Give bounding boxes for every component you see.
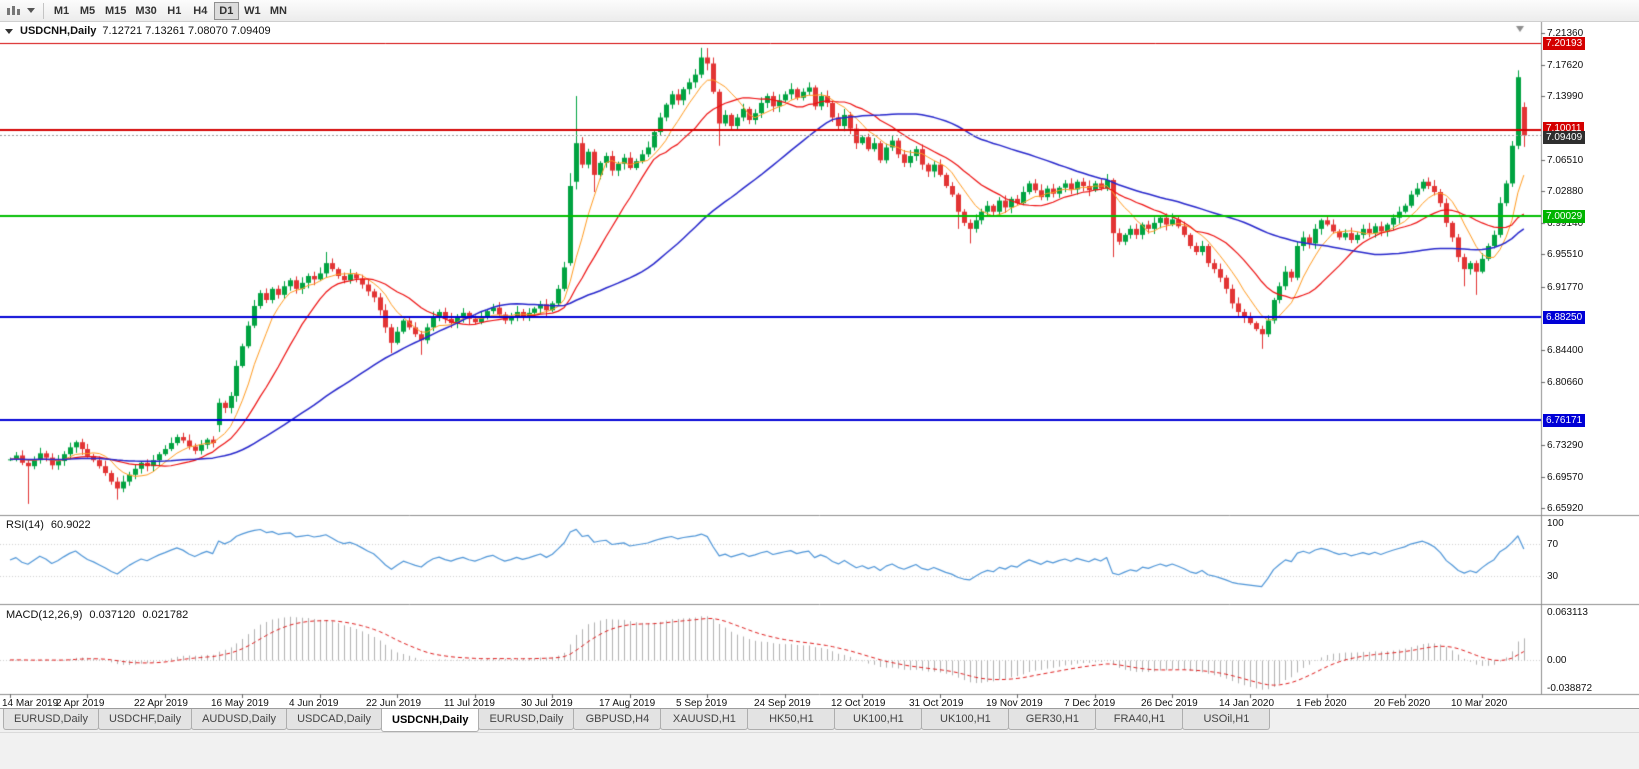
time-axis-label: 22 Apr 2019	[134, 698, 188, 709]
macd-main-value: 0.037120	[89, 609, 136, 621]
chart-region: USDCNH,Daily 7.12721 7.13261 7.08070 7.0…	[0, 22, 1639, 709]
time-axis-label: 4 Jun 2019	[289, 698, 339, 709]
rsi-axis-label: 100	[1547, 518, 1564, 529]
timeframe-button-group: M1 M5 M15 M30 H1 H4 D1 W1 MN	[49, 1, 291, 20]
chart-tab-usdchf-daily[interactable]: USDCHF,Daily	[97, 709, 193, 730]
chart-tab-hk50-h1[interactable]: HK50,H1	[747, 709, 836, 730]
chart-tab-eurusd-daily[interactable]: EURUSD,Daily	[3, 709, 99, 730]
time-axis-label: 24 Sep 2019	[754, 698, 811, 709]
time-axis-label: 12 Oct 2019	[831, 698, 886, 709]
time-axis-label: 7 Dec 2019	[1064, 698, 1116, 709]
rsi-current-value: 60.9022	[50, 519, 91, 531]
time-axis-label: 17 Aug 2019	[599, 698, 656, 709]
rsi-name: RSI(14)	[6, 519, 44, 531]
price-axis-label: 6.91770	[1547, 282, 1584, 293]
time-axis-label: 1 Feb 2020	[1296, 698, 1347, 709]
timeframe-toolbar: M1 M5 M15 M30 H1 H4 D1 W1 MN	[0, 0, 1639, 22]
macd-indicator-label: MACD(12,26,9) 0.037120 0.021782	[6, 609, 188, 621]
price-axis-label: 7.13990	[1547, 91, 1584, 102]
time-axis-label: 30 Jul 2019	[521, 698, 573, 709]
macd-axis-label: -0.038872	[1547, 683, 1593, 694]
time-axis-label: 16 May 2019	[211, 698, 269, 709]
chart-tab-usdcnh-daily[interactable]: USDCNH,Daily	[381, 709, 480, 732]
timeframe-button-h4[interactable]: H4	[193, 4, 208, 17]
price-axis-label: 7.21360	[1547, 28, 1584, 39]
toolbar-separator	[43, 2, 44, 19]
chart-tab-uk100-h1[interactable]: UK100,H1	[834, 709, 923, 730]
price-axis-label: 6.95510	[1547, 249, 1584, 260]
macd-signal-value: 0.021782	[142, 609, 189, 621]
rsi-axis-label: 30	[1547, 571, 1559, 582]
chart-symbol-title: USDCNH,Daily	[20, 25, 97, 37]
time-axis-label: 14 Jan 2020	[1219, 698, 1275, 709]
time-axis-label: 20 Feb 2020	[1374, 698, 1431, 709]
time-axis-label: 14 Mar 2019	[2, 698, 59, 709]
price-axis-label: 7.06510	[1547, 155, 1584, 166]
price-badge-6.88250: 6.88250	[1543, 311, 1586, 324]
bar-chart-glyph	[7, 5, 20, 15]
chart-tab-fra40-h1[interactable]: FRA40,H1	[1095, 709, 1184, 730]
chart-ohlc-values: 7.12721 7.13261 7.08070 7.09409	[102, 25, 271, 37]
chart-tab-uk100-h1[interactable]: UK100,H1	[921, 709, 1010, 730]
timeframe-button-w1[interactable]: W1	[244, 4, 261, 17]
price-axis-label: 6.73290	[1547, 440, 1584, 451]
price-badge-7.20193: 7.20193	[1543, 37, 1586, 50]
timeframe-button-m30[interactable]: M30	[135, 4, 157, 17]
time-axis-label: 10 Mar 2020	[1451, 698, 1508, 709]
time-axis-label: 22 Jun 2019	[366, 698, 422, 709]
time-axis-label: 11 Jul 2019	[444, 698, 495, 709]
price-axis-label: 6.84400	[1547, 345, 1584, 356]
macd-axis-label: 0.00	[1547, 655, 1567, 666]
timeframe-button-m15[interactable]: M15	[105, 4, 127, 17]
macd-axis-label: 0.063113	[1547, 607, 1588, 618]
chart-type-icon[interactable]	[4, 4, 24, 18]
price-chart-canvas[interactable]	[0, 22, 1639, 708]
chart-tab-gbpusd-h4[interactable]: GBPUSD,H4	[573, 709, 662, 730]
chart-tab-usoil-h1[interactable]: USOil,H1	[1182, 709, 1271, 730]
price-badge-7.09409: 7.09409	[1543, 131, 1586, 144]
chart-tab-eurusd-daily[interactable]: EURUSD,Daily	[478, 709, 575, 730]
timeframe-button-d1[interactable]: D1	[213, 1, 239, 20]
price-badge-7.00029: 7.00029	[1543, 210, 1586, 223]
chevron-down-icon[interactable]	[27, 8, 35, 13]
chart-title-row: USDCNH,Daily 7.12721 7.13261 7.08070 7.0…	[5, 25, 271, 37]
chart-tab-bar: EURUSD,Daily USDCHF,Daily AUDUSD,Daily USDC…	[0, 708, 1639, 732]
time-axis-label: 31 Oct 2019	[909, 698, 964, 709]
status-bar	[0, 732, 1639, 769]
price-axis-label: 6.80660	[1547, 377, 1584, 388]
price-badge-6.76171: 6.76171	[1543, 414, 1586, 427]
price-axis-label: 7.17620	[1547, 60, 1584, 71]
chart-tab-xauusd-h1[interactable]: XAUUSD,H1	[660, 709, 749, 730]
time-axis-label: 2 Apr 2019	[56, 698, 105, 709]
timeframe-button-mn[interactable]: MN	[269, 4, 287, 17]
rsi-axis-label: 70	[1547, 539, 1559, 550]
timeframe-button-m1[interactable]: M1	[53, 4, 70, 17]
price-axis-label: 6.65920	[1547, 503, 1584, 514]
macd-name: MACD(12,26,9)	[6, 609, 83, 621]
timeframe-button-m5[interactable]: M5	[79, 4, 96, 17]
rsi-indicator-label: RSI(14) 60.9022	[6, 519, 91, 531]
price-axis-label: 7.02880	[1547, 186, 1584, 197]
timeframe-button-h1[interactable]: H1	[167, 4, 182, 17]
price-axis-label: 6.99140	[1547, 218, 1584, 229]
chart-tab-usdcad-daily[interactable]: USDCAD,Daily	[286, 709, 383, 730]
time-axis-label: 19 Nov 2019	[986, 698, 1043, 709]
chart-tab-audusd-daily[interactable]: AUDUSD,Daily	[191, 709, 288, 730]
ohlc-expander-icon[interactable]	[5, 28, 13, 34]
time-axis-label: 26 Dec 2019	[1141, 698, 1198, 709]
time-axis-label: 5 Sep 2019	[676, 698, 728, 709]
price-axis-label: 6.69570	[1547, 472, 1584, 483]
chart-tab-ger30-h1[interactable]: GER30,H1	[1008, 709, 1097, 730]
